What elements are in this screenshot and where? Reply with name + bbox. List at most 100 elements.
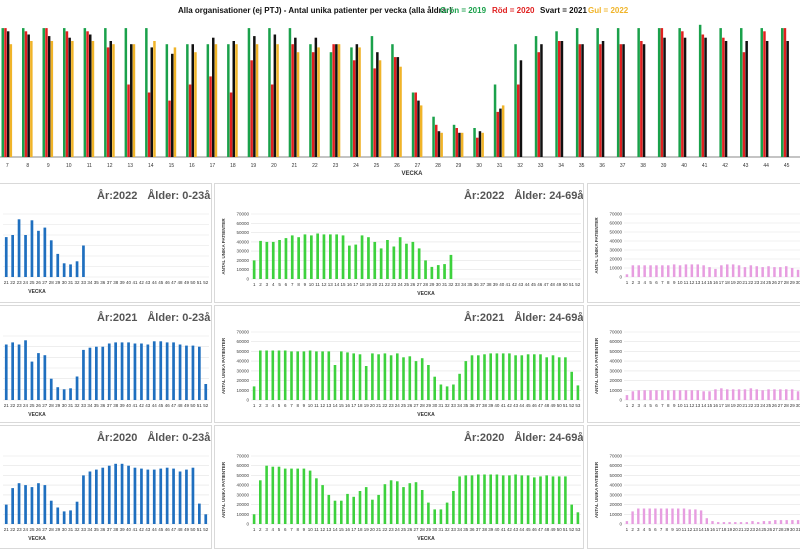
bar bbox=[755, 389, 758, 400]
bar-gul-2022 bbox=[71, 41, 74, 157]
bar bbox=[335, 234, 338, 279]
x-tick-label: 30 bbox=[62, 527, 68, 532]
bar-gul-2022 bbox=[296, 52, 300, 158]
top-chart-plot: 7 8 9 10 11 12 13 14 15 16 17 18 19 20 21 22 23 24 25 26 27 2… bbox=[0, 24, 800, 177]
bar bbox=[178, 344, 182, 400]
bar-gul-2022 bbox=[460, 132, 464, 157]
x-tick-label: 23 bbox=[389, 403, 395, 408]
x-tick-label: 20 bbox=[372, 282, 378, 287]
y-tick-label: 60000 bbox=[236, 463, 249, 468]
bar bbox=[127, 465, 130, 524]
age-label: Ålder: 24-69år bbox=[514, 312, 584, 324]
x-tick-label: 39 bbox=[120, 280, 126, 285]
bar bbox=[107, 343, 111, 400]
x-tick-label: 50 bbox=[557, 403, 563, 408]
bar bbox=[708, 391, 711, 400]
x-tick-label: 52 bbox=[569, 403, 575, 408]
x-tick-label: 30 bbox=[796, 403, 800, 408]
x-tick-label: 35 bbox=[463, 527, 469, 532]
x-tick-label: 9 bbox=[47, 163, 50, 169]
x-tick-label: 8 bbox=[666, 527, 669, 532]
bar bbox=[696, 264, 699, 277]
bar-r-d-2020 bbox=[393, 57, 397, 157]
x-tick-label: 4 bbox=[272, 403, 275, 408]
bar bbox=[69, 510, 72, 524]
x-tick-label: 30 bbox=[432, 527, 438, 532]
x-tick-label: 29 bbox=[55, 527, 61, 532]
bar bbox=[165, 342, 169, 400]
bar-gul-2022 bbox=[112, 44, 115, 158]
y-tick-label: 50000 bbox=[236, 349, 249, 354]
panel-2020-age-0-23: 21 22 23 24 25 26 27 28 29 30 31 32 33 34 35 36 37 38 39 40… bbox=[0, 425, 212, 549]
bar bbox=[402, 357, 405, 400]
bar-r-d-2020 bbox=[558, 41, 561, 157]
panel-2021-right: 0 10000 20000 30000 40000 50000 60000 70000 ANTA… bbox=[587, 305, 800, 423]
x-tick-label: 17 bbox=[210, 163, 216, 169]
bar-gul-2022 bbox=[153, 41, 156, 157]
bar-gul-2022 bbox=[173, 47, 177, 157]
x-tick-label: 39 bbox=[488, 403, 494, 408]
x-tick-label: 22 bbox=[382, 403, 388, 408]
bar bbox=[564, 357, 567, 400]
bar bbox=[11, 342, 14, 400]
bar-r-d-2020 bbox=[373, 68, 376, 157]
x-tick-label: 1 bbox=[253, 403, 256, 408]
x-tick-label: 42 bbox=[507, 403, 513, 408]
y-tick-label: 60000 bbox=[609, 221, 622, 226]
bar bbox=[443, 264, 446, 279]
bar-gr-n-2019 bbox=[227, 44, 230, 158]
x-tick-label: 27 bbox=[417, 282, 423, 287]
bar bbox=[420, 358, 424, 400]
bar-r-d-2020 bbox=[250, 60, 253, 157]
bar bbox=[88, 347, 92, 400]
y-tick-label: 20000 bbox=[236, 258, 249, 263]
x-tick-label: 12 bbox=[687, 527, 693, 532]
bar bbox=[436, 265, 440, 279]
x-tick-label: 2 bbox=[259, 282, 262, 287]
x-tick-label: 20 bbox=[370, 527, 376, 532]
bar-gr-n-2019 bbox=[186, 44, 189, 158]
bar bbox=[120, 342, 124, 400]
x-tick-label: 47 bbox=[171, 527, 177, 532]
x-tick-label: 8 bbox=[26, 163, 29, 169]
y-tick-label: 0 bbox=[619, 275, 622, 280]
bar bbox=[661, 265, 664, 277]
panel-2020-right: 0 10000 20000 30000 40000 50000 60000 70000 ANTA… bbox=[587, 425, 800, 549]
bar bbox=[296, 468, 299, 524]
x-tick-label: 51 bbox=[563, 527, 569, 532]
bar bbox=[341, 235, 345, 279]
bar-gr-n-2019 bbox=[575, 28, 579, 157]
bar bbox=[702, 391, 705, 400]
bar bbox=[420, 490, 424, 524]
x-tick-label: 5 bbox=[278, 527, 281, 532]
y-tick-label: 60000 bbox=[609, 339, 622, 344]
bar bbox=[120, 463, 124, 524]
x-tick-label: 36 bbox=[100, 280, 106, 285]
bar bbox=[165, 467, 169, 524]
bar bbox=[333, 365, 337, 400]
x-tick-label: 32 bbox=[74, 527, 80, 532]
x-tick-label: 34 bbox=[87, 527, 93, 532]
bar bbox=[392, 246, 396, 279]
x-tick-label: 50 bbox=[563, 282, 569, 287]
bar-gul-2022 bbox=[9, 44, 13, 158]
bar bbox=[796, 520, 800, 524]
x-tick-label: 21 bbox=[4, 403, 10, 408]
bar bbox=[570, 371, 573, 400]
bar-svart-2021 bbox=[6, 31, 10, 157]
x-tick-label: 26 bbox=[36, 280, 42, 285]
y-tick-label: 20000 bbox=[609, 378, 622, 383]
bar bbox=[43, 227, 47, 277]
x-tick-label: 30 bbox=[790, 527, 796, 532]
x-tick-label: 13 bbox=[326, 403, 332, 408]
y-tick-label: 60000 bbox=[236, 339, 249, 344]
x-tick-label: 33 bbox=[538, 163, 544, 169]
bar bbox=[439, 384, 443, 400]
bar bbox=[271, 466, 275, 524]
x-tick-label: 41 bbox=[132, 280, 138, 285]
x-tick-label: 10 bbox=[677, 280, 683, 285]
bar-gul-2022 bbox=[399, 66, 402, 157]
bar bbox=[322, 234, 326, 279]
x-tick-label: 27 bbox=[42, 280, 48, 285]
x-tick-label: 21 bbox=[742, 280, 748, 285]
